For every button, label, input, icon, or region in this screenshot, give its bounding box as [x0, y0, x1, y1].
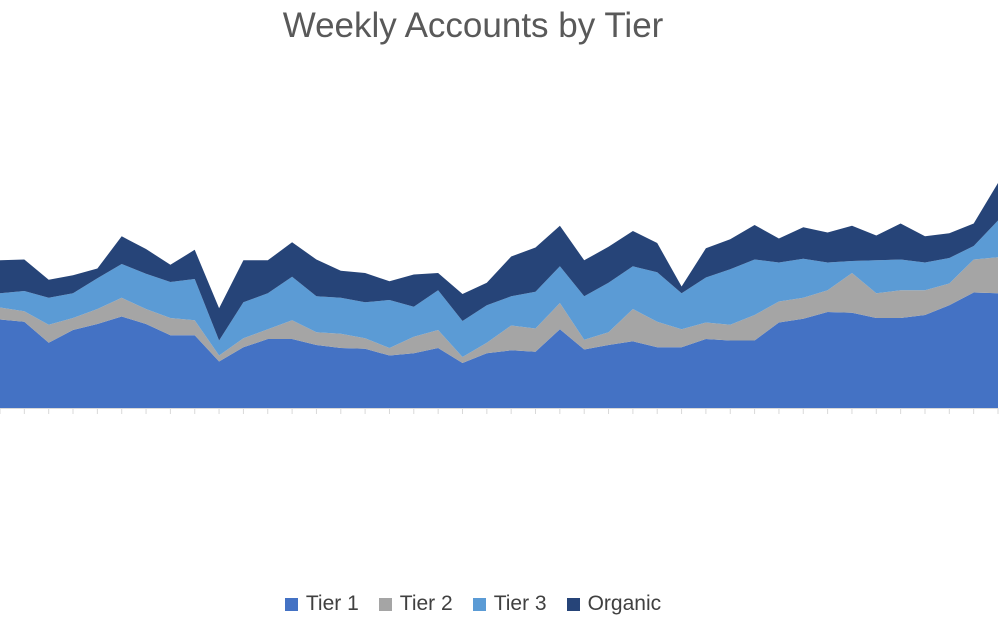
legend-item-tier-3: Tier 3	[472, 592, 547, 616]
legend-label: Tier 1	[305, 592, 359, 615]
legend-item-tier-2: Tier 2	[378, 592, 453, 616]
legend-label: Tier 2	[399, 592, 453, 615]
area-series-tier-2	[0, 257, 998, 363]
area-series-tier-3	[0, 220, 998, 357]
area-series-organic	[0, 183, 998, 341]
legend-swatch	[472, 597, 486, 611]
chart-title: Weekly Accounts by Tier	[282, 6, 664, 45]
legend-label: Tier 3	[493, 592, 547, 615]
area-series-tier-1	[0, 292, 998, 408]
chart-legend: Tier 1 Tier 2 Tier 3 Organic	[0, 592, 946, 616]
legend-swatch	[378, 597, 392, 611]
legend-item-tier-1: Tier 1	[284, 592, 359, 616]
legend-swatch	[284, 597, 298, 611]
legend-label: Organic	[587, 592, 662, 615]
legend-item-organic: Organic	[566, 592, 662, 616]
legend-swatch	[566, 597, 580, 611]
